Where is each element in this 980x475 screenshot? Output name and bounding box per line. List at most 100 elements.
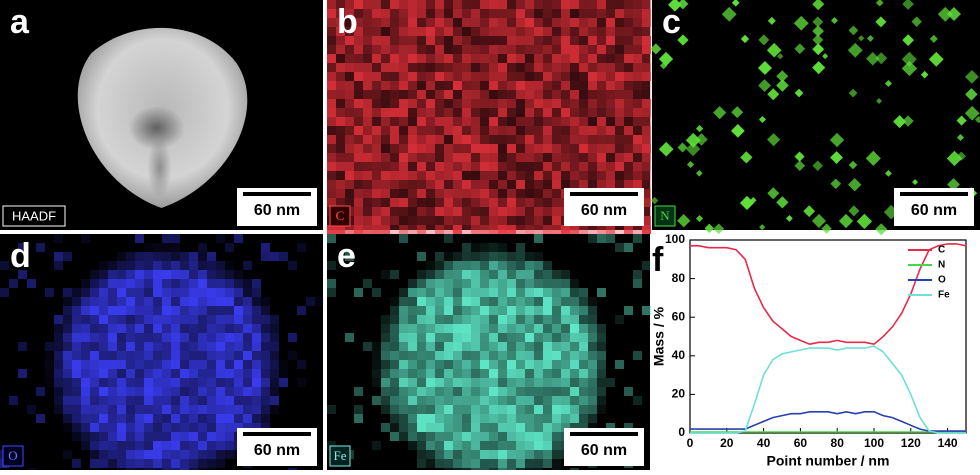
signal	[453, 171, 462, 180]
signal	[902, 34, 915, 47]
signal	[399, 99, 408, 108]
signal	[426, 414, 435, 423]
signal	[189, 297, 198, 306]
signal	[336, 18, 345, 27]
signal	[606, 234, 615, 243]
signal	[498, 180, 507, 189]
signal	[162, 414, 171, 423]
signal	[435, 162, 444, 171]
signal	[399, 297, 408, 306]
signal	[534, 342, 543, 351]
signal	[225, 351, 234, 360]
signal	[171, 441, 180, 450]
signal	[81, 315, 90, 324]
signal	[606, 144, 615, 153]
signal	[243, 351, 252, 360]
signal	[234, 405, 243, 414]
signal	[270, 369, 279, 378]
signal	[615, 225, 624, 234]
signal	[480, 351, 489, 360]
signal	[498, 54, 507, 63]
signal	[525, 162, 534, 171]
signal	[444, 153, 453, 162]
signal	[471, 297, 480, 306]
signal	[381, 0, 390, 9]
signal	[408, 135, 417, 144]
signal	[354, 180, 363, 189]
signal	[471, 144, 480, 153]
signal	[135, 378, 144, 387]
signal	[90, 333, 99, 342]
signal	[162, 360, 171, 369]
signal	[489, 423, 498, 432]
signal	[162, 351, 171, 360]
signal	[489, 99, 498, 108]
signal	[633, 171, 642, 180]
signal	[90, 279, 99, 288]
signal	[471, 396, 480, 405]
signal	[444, 135, 453, 144]
signal	[363, 180, 372, 189]
signal	[471, 423, 480, 432]
signal	[498, 252, 507, 261]
signal	[327, 234, 336, 243]
signal	[615, 0, 624, 9]
signal	[561, 378, 570, 387]
signal	[848, 160, 858, 170]
signal	[225, 423, 234, 432]
signal	[552, 135, 561, 144]
signal	[417, 189, 426, 198]
signal	[552, 342, 561, 351]
signal	[135, 270, 144, 279]
signal	[642, 180, 651, 189]
signal	[261, 414, 270, 423]
signal	[471, 315, 480, 324]
signal	[588, 126, 597, 135]
signal	[63, 324, 72, 333]
signal	[426, 360, 435, 369]
signal	[216, 279, 225, 288]
signal	[543, 279, 552, 288]
signal	[480, 324, 489, 333]
signal	[462, 207, 471, 216]
signal	[336, 0, 345, 9]
signal	[216, 288, 225, 297]
signal	[534, 315, 543, 324]
signal	[489, 108, 498, 117]
signal	[597, 117, 606, 126]
signal	[108, 378, 117, 387]
signal	[315, 297, 324, 306]
signal	[570, 315, 579, 324]
signal	[489, 360, 498, 369]
signal	[417, 0, 426, 9]
signal	[135, 288, 144, 297]
signal	[534, 360, 543, 369]
signal	[453, 54, 462, 63]
signal	[480, 117, 489, 126]
signal	[408, 396, 417, 405]
signal	[207, 414, 216, 423]
signal	[606, 153, 615, 162]
signal	[552, 171, 561, 180]
signal	[588, 315, 597, 324]
signal	[642, 171, 651, 180]
signal	[99, 396, 108, 405]
signal	[408, 369, 417, 378]
signal	[225, 360, 234, 369]
y-axis-label: Mass / %	[651, 306, 667, 366]
signal	[354, 0, 363, 9]
signal	[633, 117, 642, 126]
signal	[462, 216, 471, 225]
signal	[327, 90, 336, 99]
signal	[543, 261, 552, 270]
signal	[516, 180, 525, 189]
signal	[126, 369, 135, 378]
signal	[480, 396, 489, 405]
signal	[543, 459, 552, 468]
signal	[534, 189, 543, 198]
signal	[462, 27, 471, 36]
signal	[543, 423, 552, 432]
signal	[345, 63, 354, 72]
signal	[597, 135, 606, 144]
signal	[390, 360, 399, 369]
